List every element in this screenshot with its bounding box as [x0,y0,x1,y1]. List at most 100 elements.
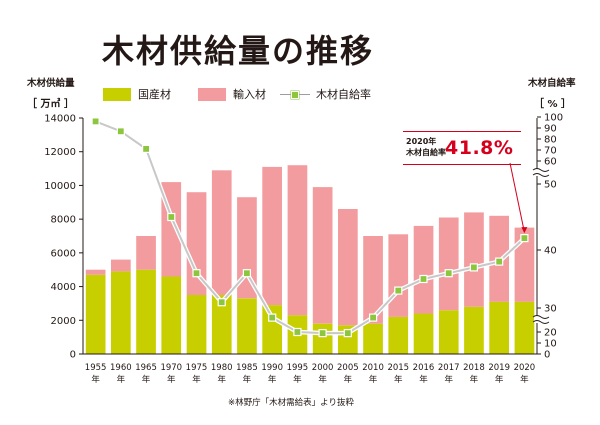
x-tick-suffix-2005: 年 [344,374,353,385]
bar-domestic-1955 [85,274,106,354]
selfsufficiency-point-1970 [167,212,176,222]
source-note: ※林野庁「木材需給表」より抜粋 [228,398,354,408]
selfsufficiency-point-1985 [242,269,251,278]
right-axis-break-bg-lower [534,316,550,323]
legend-item-domestic: 国産材 [103,86,171,102]
bar-import-2020 [514,227,535,302]
bar-import-2016 [413,225,434,314]
x-tick-label-2015: 2015 [387,363,409,373]
bar-import-1985 [237,197,257,299]
x-tick-label-1975: 1975 [186,363,208,373]
x-tick-label-2019: 2019 [488,363,510,373]
left-tick-label-6000: 6000 [51,248,76,259]
selfsufficiency-point-2005 [343,329,352,338]
x-tick-suffix-2000: 年 [318,374,327,385]
x-tick-label-1965: 1965 [135,363,157,373]
callout-label-text: 木材自給率 [406,148,446,157]
x-tick-suffix-1970: 年 [167,374,176,385]
x-tick-suffix-1985: 年 [243,374,252,385]
bar-domestic-2016 [413,313,434,354]
legend-label-domestic: 国産材 [138,88,171,101]
bar-import-2017 [438,217,459,311]
x-tick-suffix-2015: 年 [394,374,403,385]
callout-year: 2020年 [406,137,437,146]
x-tick-label-1980: 1980 [211,363,233,373]
left-axis-title: 木材供給量 [27,78,75,89]
callout-label: 2020年 木材自給率 [406,136,446,158]
right-axis-unit: ［ % ］ [534,99,571,110]
selfsufficiency-point-1960 [116,127,125,136]
callout-leader-arrow [521,227,528,234]
x-tick-label-1955: 1955 [85,363,107,373]
right-tick-label-90: 90 [544,124,557,135]
bar-import-1990 [262,166,282,306]
right-tick-label-20: 20 [544,328,557,339]
legend-swatch-import [198,87,226,101]
selfsufficiency-point-2015 [394,286,403,295]
callout-leader-line [509,162,525,233]
x-tick-label-2018: 2018 [463,363,485,373]
left-tick-label-0: 0 [70,350,76,361]
legend-label-import: 輸入材 [233,88,266,101]
left-axis-unit: ［ 万㎥ ］ [27,99,74,110]
bar-import-2018 [464,212,484,307]
right-tick-label-70: 70 [544,146,557,157]
bar-import-2015 [388,234,409,317]
bar-domestic-1965 [136,269,156,354]
right-tick-label-40: 40 [544,246,557,257]
right-tick-label-0: 0 [544,350,550,361]
right-tick-label-80: 80 [544,135,557,146]
left-tick-label-14000: 14000 [44,114,76,125]
bar-domestic-2000 [312,323,333,354]
left-tick-label-2000: 2000 [51,316,76,327]
bar-domestic-1985 [237,298,257,354]
callout-value: 41.8% [445,137,514,159]
x-tick-label-2010: 2010 [362,363,384,373]
selfsufficiency-point-1955 [91,117,100,126]
x-tick-label-2017: 2017 [438,363,460,373]
x-tick-suffix-1955: 年 [91,374,100,385]
x-tick-label-1995: 1995 [287,363,309,373]
right-axis-break-bg-upper [534,169,550,176]
right-axis-break-bottom-upper [532,173,550,177]
bar-domestic-2010 [363,323,383,354]
x-tick-label-1985: 1985 [236,363,258,373]
right-axis-break-top-lower [532,315,550,319]
x-tick-label-2005: 2005 [337,363,359,373]
legend-item-import: 輸入材 [198,86,266,102]
selfsufficiency-point-2000 [318,329,327,338]
right-axis-break-top-upper [532,168,550,172]
x-tick-suffix-2019: 年 [495,374,504,385]
selfsufficiency-point-2017 [444,269,453,278]
x-tick-label-2000: 2000 [312,363,334,373]
bar-import-2005 [338,209,358,326]
legend-label-selfsufficiency: 木材自給率 [316,88,371,101]
bar-import-1960 [111,259,131,272]
right-tick-label-60: 60 [544,157,557,168]
bar-domestic-2015 [388,316,409,354]
bar-import-1965 [136,236,156,270]
x-tick-suffix-2016: 年 [419,374,428,385]
bar-domestic-2018 [464,306,484,354]
x-tick-label-1960: 1960 [110,363,132,373]
bar-import-2010 [363,236,383,324]
selfsufficiency-point-2010 [369,313,378,322]
left-tick-label-8000: 8000 [51,215,76,226]
bar-domestic-1970 [161,276,182,354]
x-tick-suffix-1995: 年 [293,374,302,385]
bar-domestic-2017 [438,310,459,354]
x-tick-suffix-2010: 年 [369,374,378,385]
right-tick-label-10: 10 [544,339,557,350]
selfsufficiency-point-1975 [192,269,201,278]
selfsufficiency-point-2019 [495,257,504,266]
right-tick-label-100: 100 [544,113,563,124]
bar-domestic-2019 [489,301,509,354]
bar-domestic-1975 [186,295,207,354]
selfsufficiency-point-1995 [293,327,302,337]
bar-domestic-1990 [262,305,282,354]
x-tick-suffix-2018: 年 [470,374,479,385]
bar-domestic-1960 [111,271,131,354]
x-tick-suffix-2020: 年 [520,374,529,385]
legend-swatch-selfsufficiency [280,88,310,101]
